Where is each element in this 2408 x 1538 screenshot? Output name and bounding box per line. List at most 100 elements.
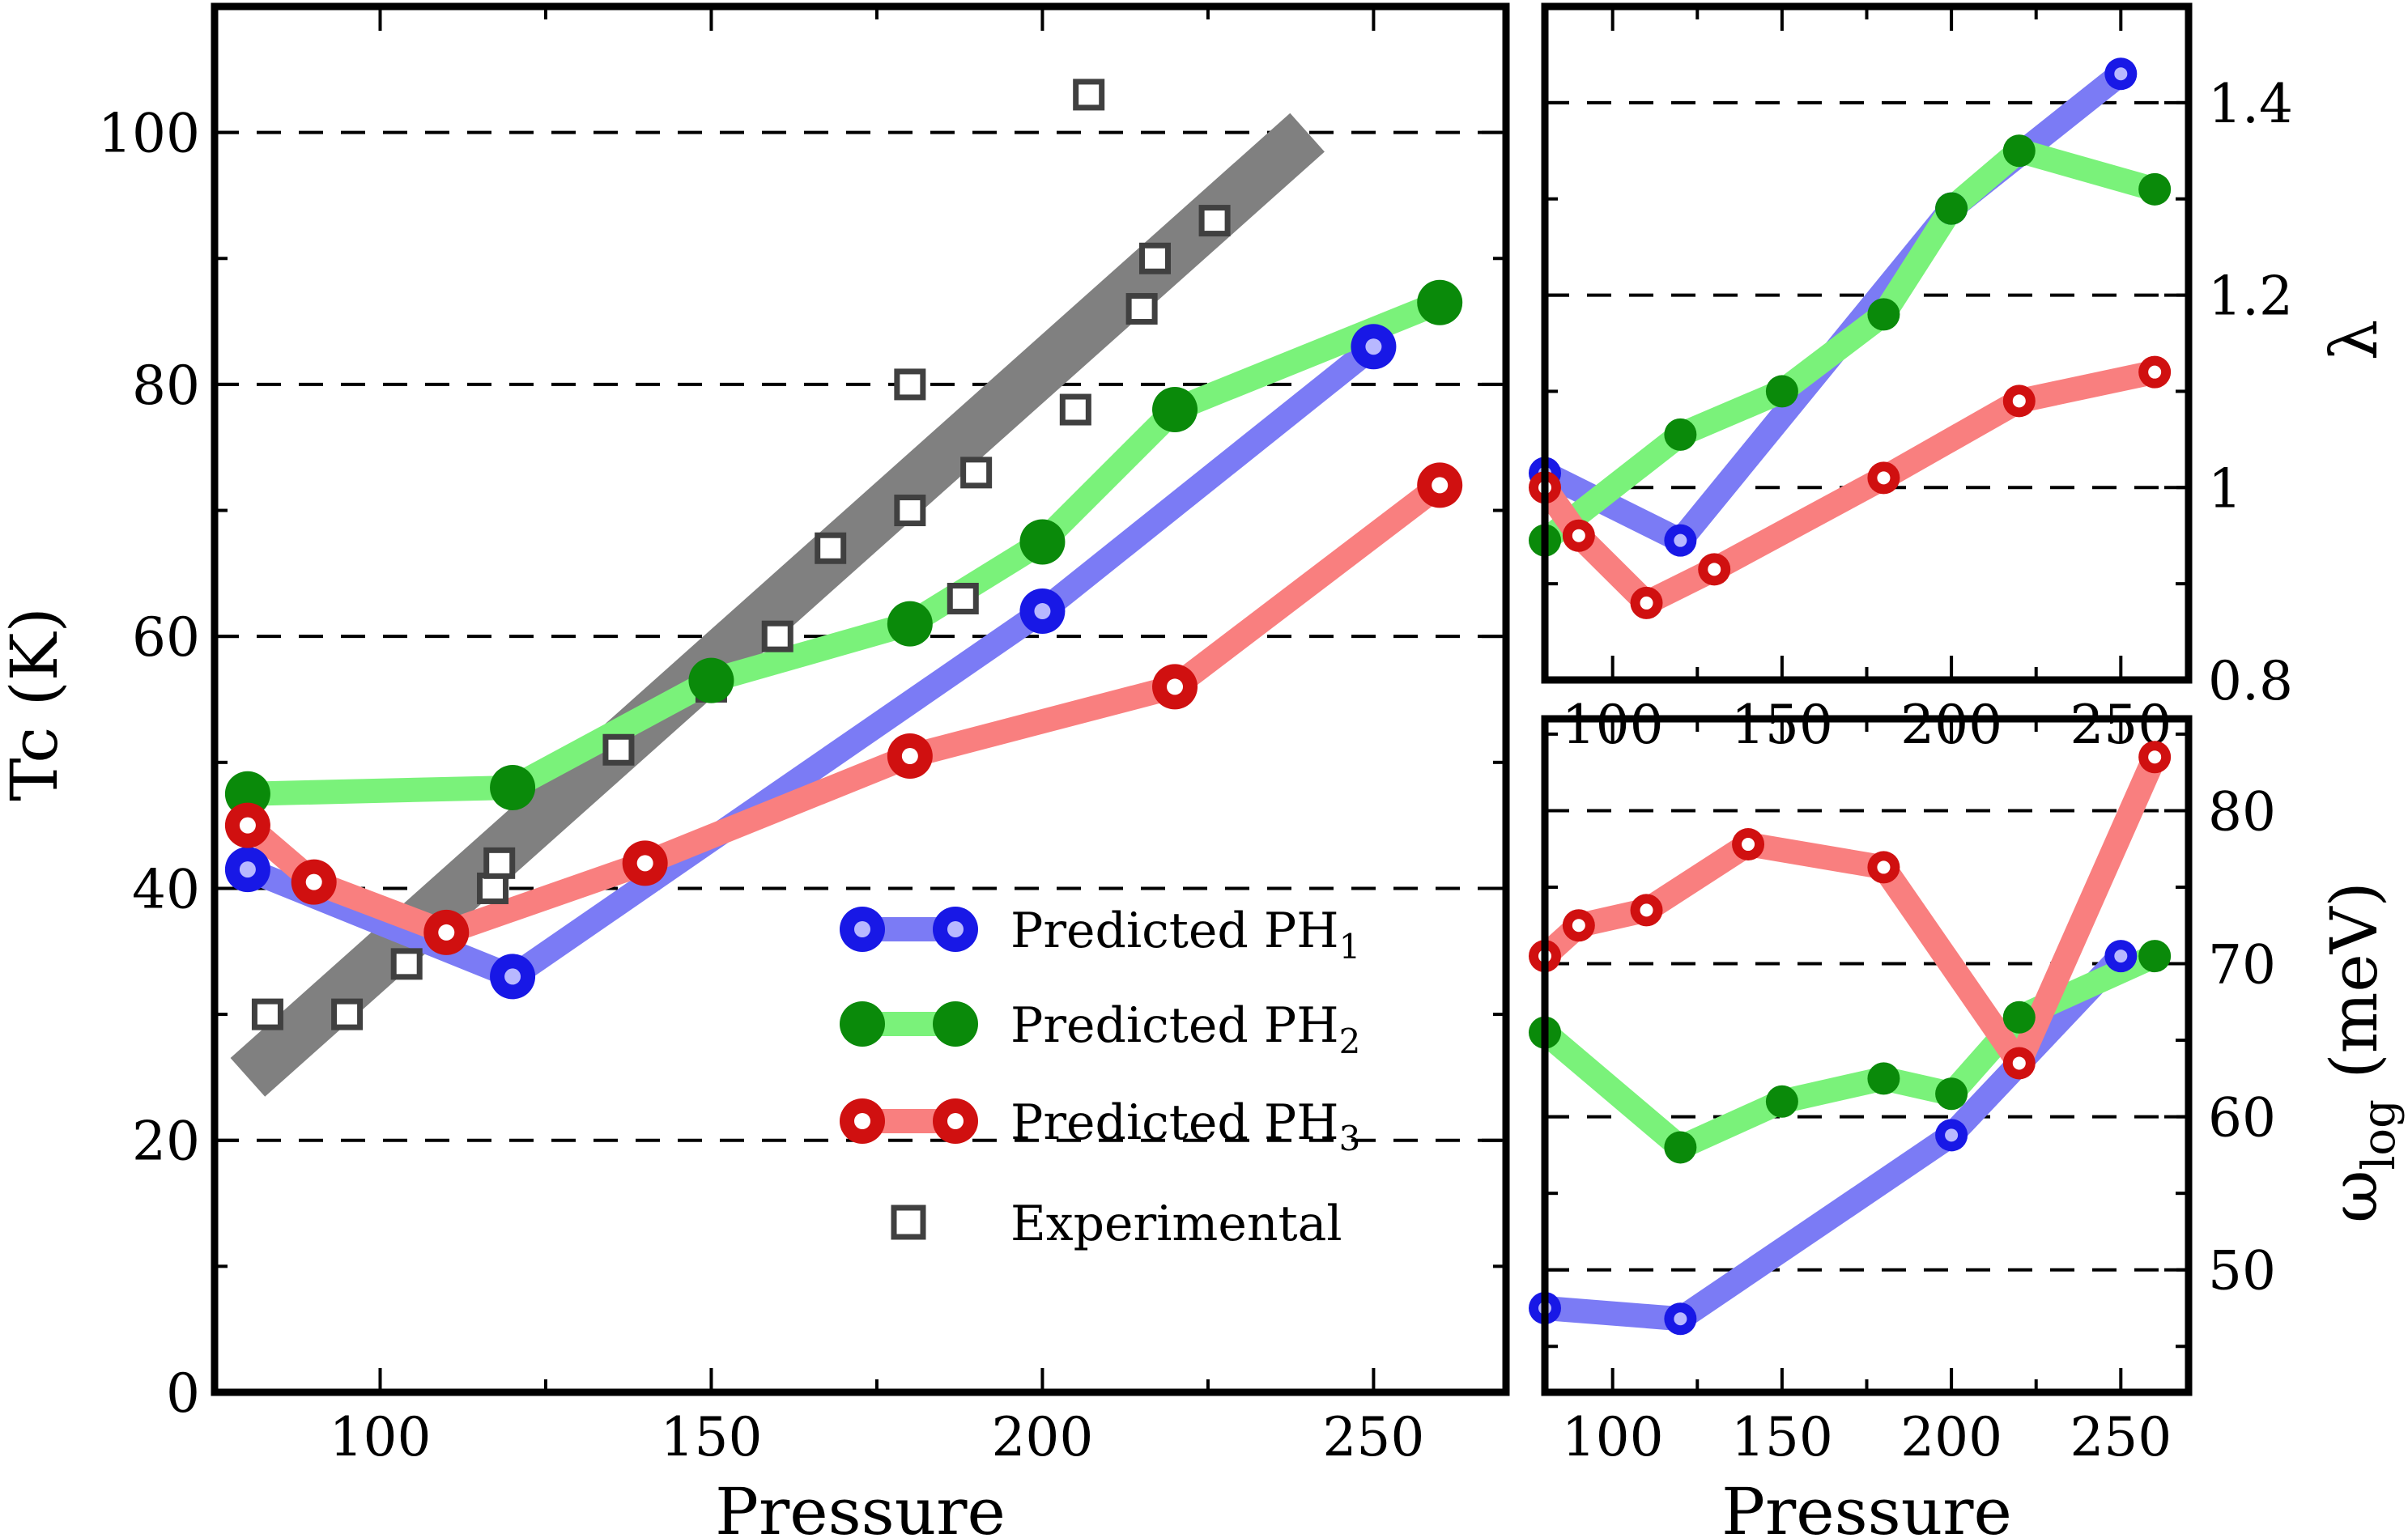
legend-marker-experimental bbox=[891, 1204, 926, 1240]
y-tick-label: 100 bbox=[98, 103, 200, 165]
series-1-point-core bbox=[504, 968, 521, 985]
y-axis-label-main: Tc (K) bbox=[0, 607, 72, 801]
experimental-point bbox=[1138, 242, 1171, 274]
series-3-point-core bbox=[636, 855, 653, 872]
y-tick-label: 70 bbox=[2208, 934, 2276, 996]
legend-label-1: Predicted PH1 bbox=[1010, 903, 1360, 967]
series-3-point-core bbox=[2012, 1056, 2026, 1070]
y-axis-label: ωlog (meV) bbox=[2317, 882, 2406, 1223]
legend-spacer bbox=[826, 836, 827, 837]
y-tick-label: 40 bbox=[132, 858, 200, 920]
experimental-point bbox=[1059, 393, 1091, 426]
experimental-point bbox=[894, 495, 926, 527]
series-2-point bbox=[1765, 375, 1798, 408]
x-tick-label: 100 bbox=[329, 1406, 431, 1468]
legend-label-sub: 2 bbox=[1339, 1022, 1361, 1061]
legend-label-2: Predicted PH2 bbox=[1010, 997, 1360, 1061]
series-line-1 bbox=[235, 334, 1386, 989]
experimental-point bbox=[331, 998, 364, 1030]
experimental-point bbox=[483, 847, 516, 879]
series-2-point bbox=[688, 657, 734, 703]
experimental-point bbox=[960, 457, 993, 489]
y-tick-label: 50 bbox=[2208, 1240, 2276, 1302]
series-2-point bbox=[2138, 940, 2172, 973]
legend-marker-core-1 bbox=[947, 921, 964, 937]
x-tick-label: 250 bbox=[1322, 1406, 1424, 1468]
series-3-point-core bbox=[1572, 529, 1585, 542]
y-tick-label: 60 bbox=[132, 606, 200, 669]
series-2-point bbox=[2138, 172, 2172, 206]
series-1-point-core bbox=[1034, 603, 1051, 620]
series-3-point-core bbox=[438, 924, 455, 941]
series-2-point bbox=[1935, 192, 1968, 225]
series-3-point-core bbox=[305, 873, 322, 890]
experimental-point bbox=[1073, 79, 1105, 111]
experimental-point bbox=[1125, 293, 1158, 325]
experimental-point bbox=[894, 368, 926, 401]
series-1-point-core bbox=[2114, 67, 2128, 81]
omega-log-panel: 100 150 200 250 50 60 70 80 Pressure ωlog (meV) bbox=[1529, 715, 2406, 1538]
y-axis-label-main: ω bbox=[2317, 1170, 2392, 1223]
series-1-point-core bbox=[1674, 533, 1687, 547]
x-tick-label: 200 bbox=[991, 1406, 1093, 1468]
y-axis-label: λ bbox=[2317, 320, 2392, 361]
legend-label-experimental: Experimental bbox=[1010, 1196, 1342, 1252]
series-3-point-core bbox=[1432, 477, 1449, 494]
series-2-point bbox=[887, 601, 933, 647]
y-tick-label: 60 bbox=[2208, 1087, 2276, 1149]
legend-label-sub: 3 bbox=[1339, 1119, 1361, 1158]
experimental-point bbox=[761, 620, 793, 652]
series-2-point bbox=[1664, 1131, 1697, 1164]
y-tick-label: 0 bbox=[166, 1362, 200, 1425]
series-2-point bbox=[1019, 519, 1066, 565]
plot-frame bbox=[1541, 2, 2193, 684]
plot-frame bbox=[1541, 715, 2193, 1396]
legend-marker-core-3 bbox=[854, 1113, 870, 1129]
y-axis-label: Tc (K) bbox=[0, 607, 72, 801]
series-3-point-core bbox=[1877, 860, 1891, 874]
series-2-point bbox=[1867, 298, 1900, 331]
legend-label-main: Predicted PH bbox=[1010, 1094, 1339, 1151]
legend-spacer bbox=[826, 1028, 827, 1029]
series-1-point-core bbox=[1365, 338, 1382, 355]
x-tick-label: 150 bbox=[1731, 1406, 1833, 1468]
series-1-point-core bbox=[1945, 1128, 1959, 1142]
y-tick-label: 80 bbox=[2208, 780, 2276, 843]
series-2-point bbox=[2002, 1001, 2036, 1034]
series-2-point bbox=[1935, 1077, 1968, 1111]
x-tick-label: 100 bbox=[1562, 1406, 1664, 1468]
y-tick-label: 1.4 bbox=[2208, 73, 2293, 135]
series-1-point-core bbox=[1674, 1312, 1687, 1326]
series-2-point bbox=[490, 764, 536, 810]
legend-marker-core-1 bbox=[854, 921, 870, 937]
series-3-point-core bbox=[1572, 919, 1585, 933]
series-2-point bbox=[1152, 387, 1198, 433]
series-2-point bbox=[1765, 1085, 1798, 1118]
legend-marker-2 bbox=[840, 1001, 885, 1047]
plot-frame bbox=[211, 2, 1510, 1396]
y-axis-label-sub: log bbox=[2353, 1099, 2406, 1170]
series-3-point-core bbox=[1742, 838, 1755, 852]
x-axis-label: Pressure bbox=[715, 1474, 1006, 1538]
experimental-point bbox=[1198, 205, 1231, 237]
series-1-point-core bbox=[239, 861, 256, 878]
y-tick-label: 1 bbox=[2208, 457, 2242, 520]
legend-label-3: Predicted PH3 bbox=[1010, 1094, 1360, 1158]
series-3-point-core bbox=[901, 748, 918, 765]
series-2-point bbox=[1417, 279, 1463, 325]
series-3-point-core bbox=[1877, 471, 1891, 485]
series-3-point-core bbox=[1640, 903, 1653, 917]
x-tick-label: 150 bbox=[660, 1406, 762, 1468]
series-2-point bbox=[1867, 1062, 1900, 1095]
series-2-point bbox=[1664, 418, 1697, 451]
series-3-point-core bbox=[239, 817, 256, 834]
x-tick-label: 250 bbox=[2070, 1406, 2172, 1468]
legend-marker-core-3 bbox=[947, 1113, 964, 1129]
legend-label-sub: 1 bbox=[1339, 927, 1361, 967]
x-tick-label: 200 bbox=[1900, 1406, 2002, 1468]
experimental-point bbox=[477, 872, 509, 904]
series-3-point-core bbox=[1167, 678, 1184, 695]
